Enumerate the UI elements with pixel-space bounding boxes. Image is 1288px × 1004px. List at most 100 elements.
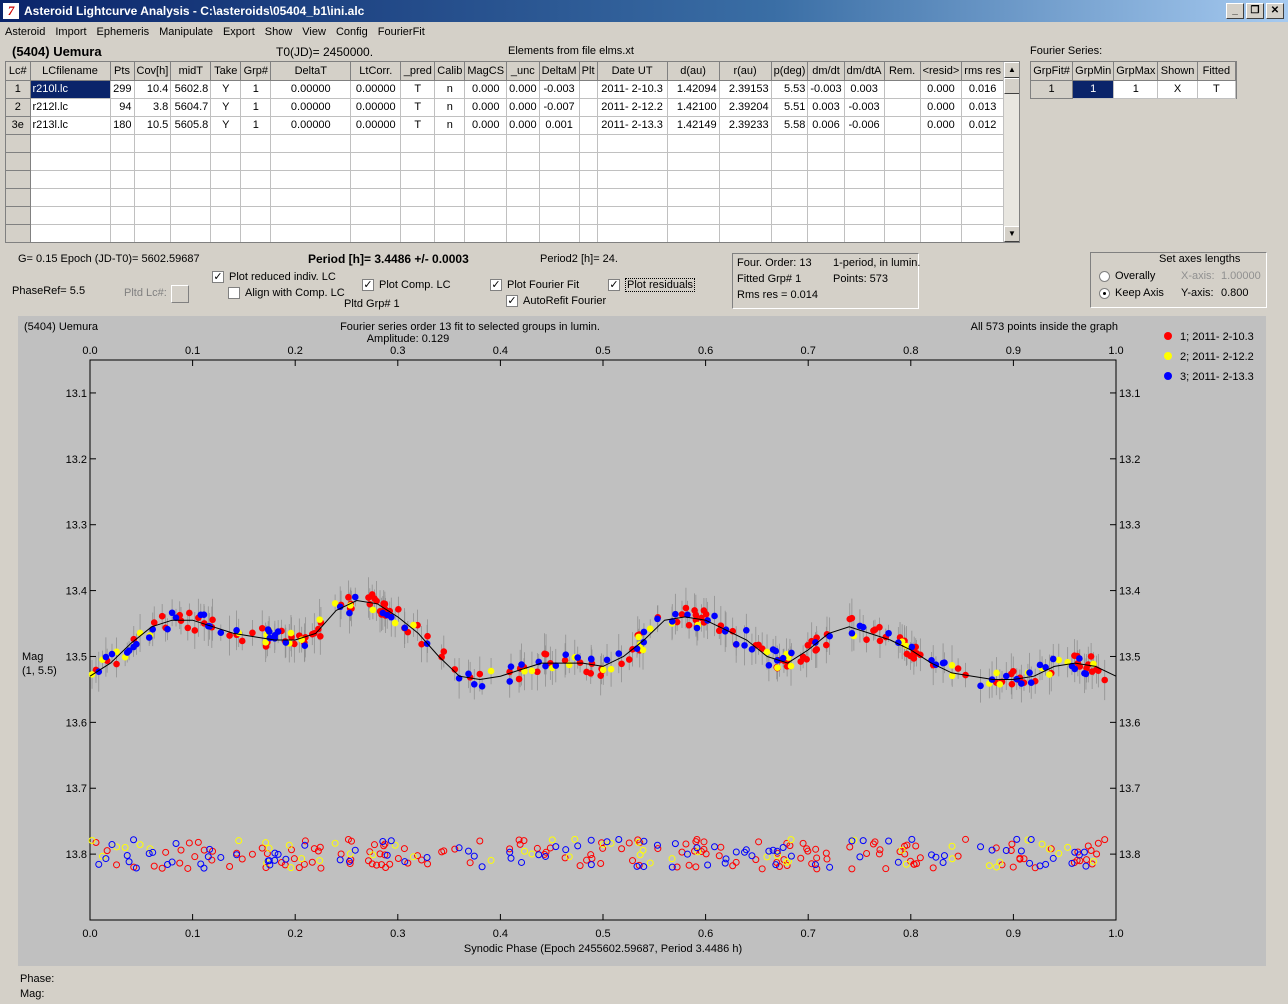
col-header[interactable]: dm/dt xyxy=(807,62,845,81)
table-cell[interactable]: 2.39204 xyxy=(719,98,772,117)
table-cell[interactable]: 10.5 xyxy=(134,116,172,135)
col-header[interactable]: _pred xyxy=(400,62,436,81)
table-cell[interactable] xyxy=(30,188,111,207)
table-cell[interactable] xyxy=(110,134,135,153)
table-cell[interactable] xyxy=(667,134,720,153)
col-header[interactable]: DeltaM xyxy=(539,62,580,81)
table-cell[interactable] xyxy=(134,170,172,189)
table-cell[interactable] xyxy=(400,170,436,189)
table-cell[interactable] xyxy=(434,170,466,189)
table-cell[interactable] xyxy=(134,152,172,171)
chk-plot-fourier[interactable]: ✓ Plot Fourier Fit xyxy=(490,279,580,292)
fourier-fitted-cell[interactable]: T xyxy=(1197,80,1237,99)
table-cell[interactable]: 0.000 xyxy=(506,98,540,117)
table-cell[interactable] xyxy=(961,134,1004,153)
table-cell[interactable]: 0.00000 xyxy=(270,98,352,117)
table-cell[interactable] xyxy=(506,134,540,153)
table-cell[interactable] xyxy=(844,206,885,225)
table-cell[interactable] xyxy=(579,224,598,242)
table-cell[interactable]: 1 xyxy=(240,98,272,117)
table-cell[interactable] xyxy=(134,224,172,242)
table-cell[interactable]: 0.013 xyxy=(961,98,1004,117)
table-cell[interactable] xyxy=(920,170,963,189)
table-cell[interactable] xyxy=(270,134,352,153)
table-cell[interactable] xyxy=(579,206,598,225)
table-cell[interactable] xyxy=(920,152,963,171)
table-cell[interactable] xyxy=(170,224,212,242)
table-cell[interactable] xyxy=(771,134,809,153)
row-header[interactable] xyxy=(6,152,31,171)
col-header[interactable]: _unc xyxy=(506,62,540,81)
fourier-grpmin-cell[interactable]: 1 xyxy=(1072,80,1115,99)
table-cell[interactable] xyxy=(884,80,921,99)
table-cell[interactable] xyxy=(464,152,508,171)
table-cell[interactable]: 2.39233 xyxy=(719,116,772,135)
table-cell[interactable] xyxy=(579,152,598,171)
table-cell[interactable]: 0.00000 xyxy=(350,80,402,99)
table-cell[interactable]: 0.000 xyxy=(920,98,963,117)
fourier-shown-cell[interactable]: X xyxy=(1157,80,1198,99)
table-cell[interactable] xyxy=(807,188,845,207)
col-header[interactable]: Pts xyxy=(110,62,135,81)
table-cell[interactable] xyxy=(464,188,508,207)
table-cell[interactable]: 5602.8 xyxy=(170,80,212,99)
table-cell[interactable]: 0.016 xyxy=(961,80,1004,99)
table-row[interactable] xyxy=(6,152,1004,171)
table-cell[interactable] xyxy=(597,134,668,153)
col-header[interactable]: Lc# xyxy=(6,62,31,81)
table-cell[interactable] xyxy=(350,134,402,153)
table-cell[interactable] xyxy=(961,170,1004,189)
table-cell[interactable] xyxy=(210,152,242,171)
table-cell[interactable]: 0.006 xyxy=(807,116,845,135)
table-cell[interactable]: 94 xyxy=(110,98,135,117)
col-header[interactable]: Date UT xyxy=(597,62,668,81)
lightcurve-table[interactable]: Lc# LCfilename Pts Cov[h] midT Take Grp# DeltaT… xyxy=(5,61,1020,243)
table-cell[interactable] xyxy=(210,188,242,207)
table-cell[interactable] xyxy=(400,152,436,171)
table-cell[interactable]: -0.003 xyxy=(807,80,845,99)
scroll-thumb[interactable] xyxy=(1004,78,1019,94)
fourier-grpfit-cell[interactable]: 1 xyxy=(1031,80,1074,99)
table-cell[interactable]: Y xyxy=(210,98,242,117)
col-header[interactable]: LCfilename xyxy=(30,62,111,81)
table-cell[interactable]: r210l.lc xyxy=(30,80,111,99)
table-cell[interactable]: 5604.7 xyxy=(170,98,212,117)
table-cell[interactable]: n xyxy=(434,80,466,99)
table-cell[interactable] xyxy=(134,134,172,153)
table-cell[interactable]: -0.007 xyxy=(539,98,580,117)
row-header[interactable]: 1 xyxy=(6,80,31,99)
radio-overall[interactable]: Overally xyxy=(1099,270,1155,282)
table-cell[interactable]: 1 xyxy=(240,116,272,135)
menu-export[interactable]: Export xyxy=(222,26,255,38)
table-cell[interactable]: 0.00000 xyxy=(270,116,352,135)
table-cell[interactable]: 2011- 2-10.3 xyxy=(597,80,668,99)
col-header[interactable]: midT xyxy=(170,62,212,81)
table-cell[interactable] xyxy=(961,224,1004,242)
table-cell[interactable]: 0.003 xyxy=(844,80,885,99)
table-cell[interactable]: Y xyxy=(210,80,242,99)
table-cell[interactable]: 0.012 xyxy=(961,116,1004,135)
table-cell[interactable] xyxy=(110,170,135,189)
table-cell[interactable] xyxy=(30,134,111,153)
row-header[interactable]: 3e xyxy=(6,116,31,135)
table-cell[interactable]: 0.000 xyxy=(464,98,508,117)
table-cell[interactable] xyxy=(464,206,508,225)
table-cell[interactable] xyxy=(434,134,466,153)
table-cell[interactable] xyxy=(134,188,172,207)
table-cell[interactable] xyxy=(400,224,436,242)
table-cell[interactable] xyxy=(884,224,921,242)
table-cell[interactable] xyxy=(719,134,772,153)
col-header[interactable]: d(au) xyxy=(667,62,720,81)
menu-asteroid[interactable]: Asteroid xyxy=(5,26,46,38)
table-cell[interactable] xyxy=(719,152,772,171)
table-cell[interactable] xyxy=(539,188,580,207)
table-cell[interactable] xyxy=(844,152,885,171)
table-cell[interactable] xyxy=(961,206,1004,225)
table-cell[interactable]: 0.000 xyxy=(920,80,963,99)
col-header[interactable]: Rem. xyxy=(884,62,921,81)
table-row[interactable] xyxy=(6,134,1004,153)
col-header[interactable]: Plt xyxy=(579,62,598,81)
table-cell[interactable]: n xyxy=(434,116,466,135)
table-cell[interactable] xyxy=(400,134,436,153)
table-cell[interactable] xyxy=(170,152,212,171)
